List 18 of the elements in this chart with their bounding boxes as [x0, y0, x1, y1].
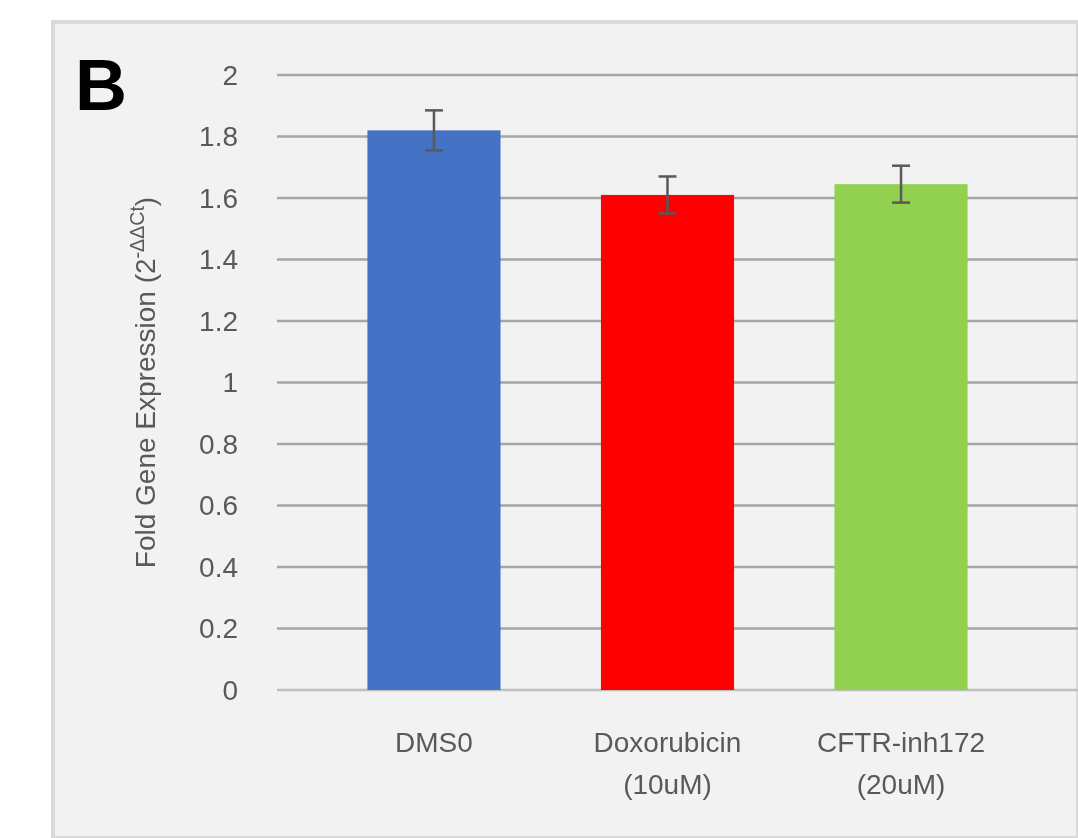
- y-tick-label: 0.2: [199, 613, 238, 645]
- y-tick-label: 0.6: [199, 490, 238, 522]
- y-tick-label: 1.8: [199, 121, 238, 153]
- x-tick-label: Doxorubicin (10uM): [593, 727, 742, 800]
- y-tick-label: 0.4: [199, 551, 238, 583]
- bar: [600, 194, 735, 690]
- x-tick-label: CFTR-inh172 (20uM): [817, 727, 986, 800]
- x-tick-label: DMS0: [395, 727, 473, 758]
- y-tick-label: 1.6: [199, 182, 238, 214]
- y-tick-label: 0: [222, 674, 238, 706]
- y-tick-label: 1: [222, 367, 238, 399]
- bar: [834, 184, 968, 690]
- text: B: [75, 45, 127, 125]
- y-tick-label: 1.2: [199, 305, 238, 337]
- y-tick-label: 2: [222, 59, 238, 91]
- bar: [367, 130, 501, 690]
- y-tick-label: 0.8: [199, 428, 238, 460]
- y-tick-label: 1.4: [199, 244, 238, 276]
